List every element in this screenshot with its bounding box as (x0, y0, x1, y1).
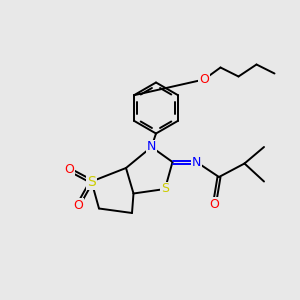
Text: S: S (87, 175, 96, 188)
Text: N: N (147, 140, 156, 154)
Text: O: O (73, 199, 83, 212)
Text: N: N (192, 155, 201, 169)
Text: O: O (210, 197, 219, 211)
Text: S: S (161, 182, 169, 196)
Text: O: O (64, 163, 74, 176)
Text: O: O (199, 73, 209, 86)
